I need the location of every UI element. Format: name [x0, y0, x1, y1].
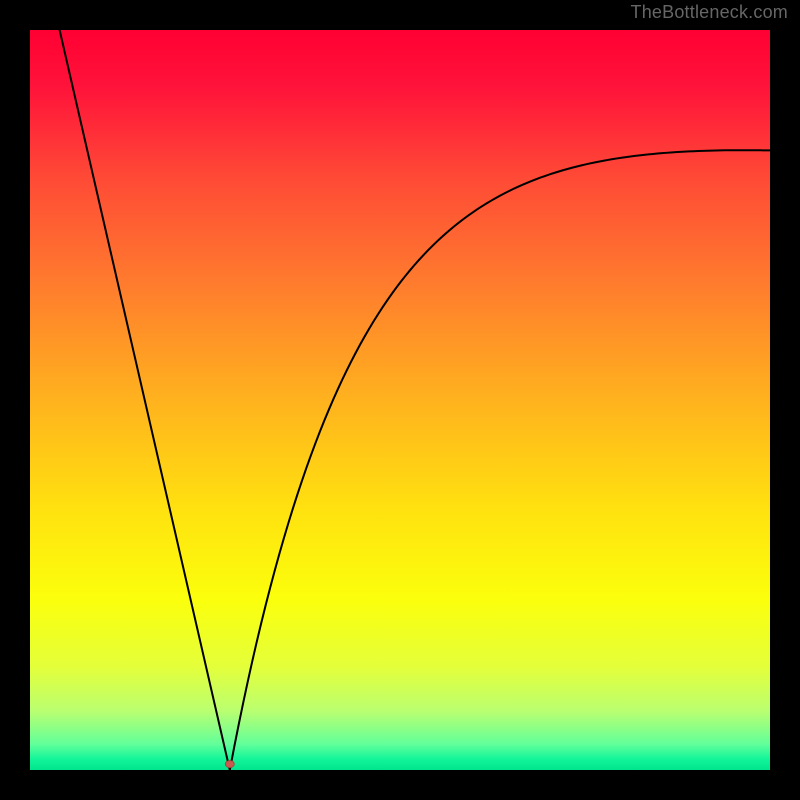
chart-svg	[30, 30, 770, 770]
gradient-background	[30, 30, 770, 770]
watermark-text: TheBottleneck.com	[631, 2, 788, 23]
optimal-point-marker	[225, 761, 234, 768]
plot-area	[30, 30, 770, 770]
